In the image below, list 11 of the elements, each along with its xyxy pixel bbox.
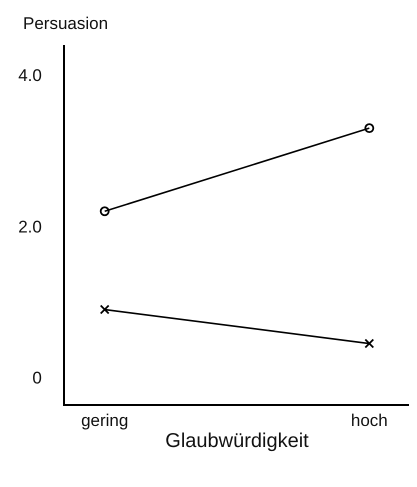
point: [364, 338, 374, 348]
y-tick-label: 0: [32, 368, 42, 388]
point: [100, 304, 110, 314]
x-tick-label: gering: [81, 411, 128, 430]
point: [364, 123, 374, 134]
y-tick-label: 2.0: [18, 217, 42, 236]
point: [100, 206, 110, 216]
y-axis-title: Persuasion: [23, 14, 108, 33]
x-axis-title: Glaubwürdigkeit: [165, 430, 310, 452]
x-tick-label: hoch: [350, 411, 388, 430]
y-tick-label: 4.0: [18, 66, 42, 86]
